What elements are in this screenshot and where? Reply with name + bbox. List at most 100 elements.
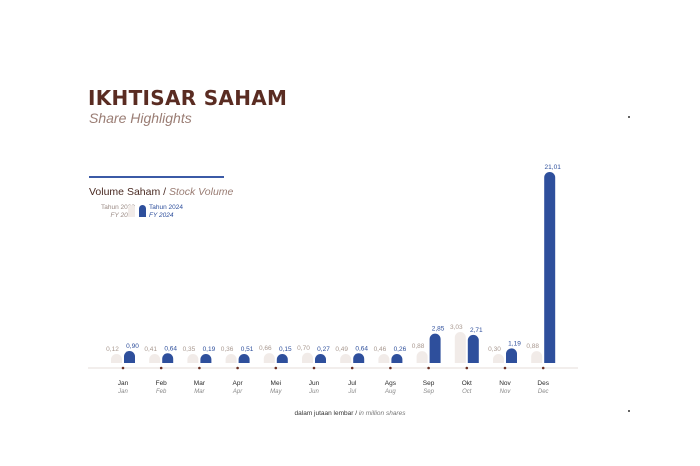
bar-2023 — [187, 354, 199, 363]
legend-2024-label: Tahun 2024 — [149, 204, 183, 211]
data-label-2024: 0,51 — [241, 346, 254, 353]
decorative-dot — [628, 410, 630, 412]
axis-tick-dot — [503, 366, 507, 370]
footnote-italic: in million shares — [358, 410, 406, 417]
chart-label: Volume Saham / Stock Volume — [89, 186, 233, 198]
bar-2024 — [162, 353, 174, 363]
data-label-2024: 21,01 — [545, 164, 562, 171]
legend-item-2024: Tahun 2024 FY 2024 — [149, 204, 183, 220]
bar-2023 — [454, 332, 466, 363]
data-label-2023: 0,12 — [106, 346, 119, 353]
tick-label: Jan — [118, 380, 129, 387]
axis-tick-dot — [274, 366, 278, 370]
tick-label: Okt — [462, 380, 472, 387]
page-title: IKHTISAR SAHAM — [88, 86, 288, 110]
tick-label-en: Jan — [117, 389, 128, 395]
tick-label: Des — [537, 380, 549, 387]
legend-2024-label-en: FY 2024 — [149, 212, 174, 219]
data-label-2023: 0,36 — [221, 346, 234, 353]
bar-2023 — [302, 352, 313, 363]
bar-2023 — [111, 354, 122, 363]
data-label-2023: 0,49 — [335, 346, 348, 353]
tick-label-en: Jul — [347, 389, 356, 395]
tick-label: Mei — [271, 380, 281, 387]
data-label-2023: 3,03 — [450, 324, 463, 331]
tick-label-en: Mar — [194, 389, 205, 395]
data-label-2023: 0,30 — [488, 346, 501, 353]
data-label-2024: 0,19 — [203, 346, 216, 353]
data-label-2024: 0,64 — [164, 345, 177, 352]
bar-2023 — [493, 354, 504, 363]
tick-label: Jul — [348, 380, 357, 387]
axis-tick-dot — [541, 366, 545, 370]
page-subtitle: Share Highlights — [89, 110, 192, 126]
data-label-2024: 0,26 — [394, 346, 407, 353]
bar-2024 — [353, 353, 365, 363]
data-label-2023: 0,66 — [259, 345, 272, 352]
bar-2023 — [263, 353, 275, 363]
legend-2023-label: Tahun 2023 — [101, 204, 135, 211]
tick-label: Nov — [499, 380, 511, 387]
chart-label-italic: Stock Volume — [168, 186, 234, 198]
unit-footnote: dalam jutaan lembar / in million shares — [0, 410, 700, 417]
bar-2024 — [506, 348, 517, 363]
footnote-main: dalam jutaan lembar — [294, 410, 354, 417]
axis-tick-dot — [236, 366, 239, 370]
axis-tick-dot — [121, 366, 125, 370]
bar-2024 — [429, 333, 441, 363]
bar-2023 — [378, 354, 390, 363]
tick-label-en: Oct — [462, 389, 472, 395]
tick-label-en: Apr — [232, 389, 243, 395]
bar-2024 — [124, 350, 135, 363]
bar-2024 — [200, 354, 212, 363]
axis-tick-dot — [465, 366, 469, 370]
axis-tick-dot — [312, 366, 316, 370]
data-label-2023: 0,41 — [144, 346, 157, 353]
tick-label-en: Feb — [156, 389, 167, 395]
data-label-2023: 0,46 — [374, 346, 387, 353]
bar-2024 — [391, 354, 403, 363]
data-label-2024: 0,64 — [355, 345, 368, 352]
section-divider — [89, 176, 224, 178]
data-label-2024: 2,71 — [470, 327, 483, 334]
bar-2024 — [315, 354, 326, 363]
bar-2023 — [416, 351, 428, 363]
tick-label-en: Jun — [308, 389, 319, 395]
bar-2023 — [340, 354, 352, 363]
bar-2024 — [544, 172, 556, 363]
bar-2024 — [276, 354, 288, 363]
tick-label: Mar — [194, 380, 206, 387]
tick-label: Apr — [233, 380, 244, 387]
tick-label: Feb — [156, 380, 168, 387]
tick-label-en: Sep — [423, 389, 434, 395]
data-label-2023: 0,35 — [183, 346, 196, 353]
axis-tick-dot — [159, 366, 163, 370]
chart-label-main: Volume Saham — [89, 186, 161, 198]
axis-tick-dot — [198, 366, 201, 370]
axis-tick-dot — [427, 366, 430, 370]
tick-label: Jun — [309, 380, 320, 387]
chart-label-separator: / — [160, 186, 169, 198]
decorative-dot — [628, 116, 630, 118]
legend-swatch-2023 — [128, 205, 135, 217]
legend-item-2023: Tahun 2023 FY 2023 — [89, 204, 135, 220]
bar-2024 — [238, 354, 250, 363]
axis-tick-dot — [389, 366, 392, 370]
data-label-2024: 0,27 — [317, 346, 330, 353]
bar-2023 — [149, 354, 161, 363]
data-label-2023: 0,88 — [412, 343, 425, 350]
legend-swatch-2024 — [139, 205, 146, 217]
data-label-2024: 2,85 — [432, 326, 445, 333]
tick-label-en: May — [270, 389, 282, 395]
bar-2024 — [467, 334, 479, 363]
data-label-2024: 1,19 — [508, 340, 521, 347]
axis-tick-dot — [350, 366, 354, 370]
legend-2023-label-en: FY 2023 — [110, 212, 135, 219]
tick-label: Sep — [423, 380, 435, 387]
tick-label: Ags — [385, 380, 397, 387]
data-label-2024: 0,90 — [126, 343, 139, 350]
tick-label-en: Nov — [500, 389, 512, 395]
data-label-2023: 0,88 — [526, 343, 539, 350]
tick-label-en: Aug — [384, 389, 396, 395]
